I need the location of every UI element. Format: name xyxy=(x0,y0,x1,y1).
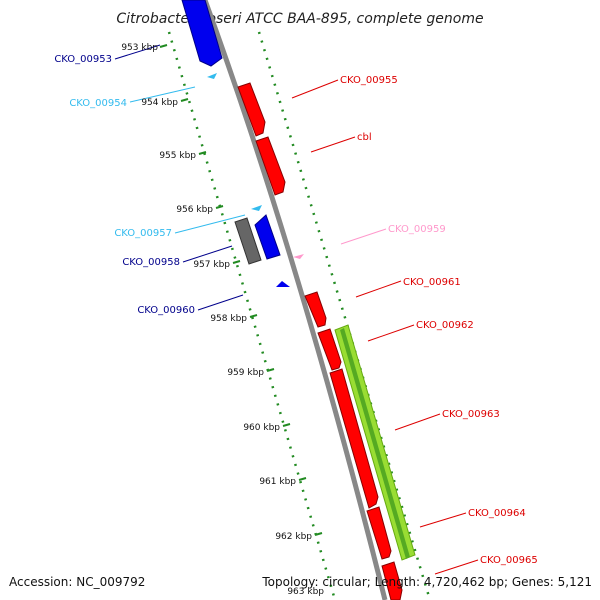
genome-backbone xyxy=(202,0,388,600)
kbp-ticks: 953 kbp 954 kbp 955 kbp 956 kbp 957 kbp … xyxy=(121,43,324,597)
gene-cko-00953-shape[interactable] xyxy=(181,0,223,67)
gene-label-cko-00964[interactable]: CKO_00964 xyxy=(468,508,526,519)
gene-label-cbl[interactable]: cbl xyxy=(357,132,372,143)
gene-label-cko-00953[interactable]: CKO_00953 xyxy=(54,54,112,65)
gene-cko-00954-shape[interactable] xyxy=(207,73,217,79)
gene-cko-00961-shape[interactable] xyxy=(304,291,327,328)
gene-label-cko-00959[interactable]: CKO_00959 xyxy=(388,224,446,235)
tick-label: 953 kbp xyxy=(121,43,158,53)
tick-label: 957 kbp xyxy=(193,260,230,270)
gene-label-cko-00957[interactable]: CKO_00957 xyxy=(114,228,172,239)
gene-cko-00963-shape[interactable] xyxy=(329,368,379,509)
gene-label-cko-00965[interactable]: CKO_00965 xyxy=(480,555,538,566)
gene-label-cko-00954[interactable]: CKO_00954 xyxy=(69,98,127,109)
gene-label-cko-00962[interactable]: CKO_00962 xyxy=(416,320,474,331)
gene-cko-00960-shape[interactable] xyxy=(276,281,290,287)
gene-label-cko-00963[interactable]: CKO_00963 xyxy=(442,409,500,420)
gene-cko-00964-shape[interactable] xyxy=(366,506,392,560)
gene-cko-00959-shape[interactable] xyxy=(293,254,304,259)
right-ring-dots xyxy=(257,31,432,600)
tick-label: 961 kbp xyxy=(259,477,296,487)
tick-label: 956 kbp xyxy=(176,205,213,215)
tick-label: 954 kbp xyxy=(141,98,178,108)
tick-label: 963 kbp xyxy=(287,587,324,597)
accession-text: Accession: NC_009792 xyxy=(9,575,145,589)
gene-cko-00965-shape[interactable] xyxy=(381,561,403,600)
gene-pseudo-shape xyxy=(234,217,262,265)
gene-label-cko-00958[interactable]: CKO_00958 xyxy=(122,257,180,268)
gene-cko-00958-shape[interactable] xyxy=(254,214,281,260)
tick-label: 962 kbp xyxy=(275,532,312,542)
gene-labels: CKO_00953 CKO_00954 CKO_00955 cbl CKO_00… xyxy=(54,54,537,566)
tick-label: 958 kbp xyxy=(210,314,247,324)
tick-label: 960 kbp xyxy=(243,423,280,433)
gene-cbl-shape[interactable] xyxy=(255,136,286,196)
map-title: Citrobacter koseri ATCC BAA-895, complet… xyxy=(116,11,483,27)
gene-cko-00957-shape[interactable] xyxy=(251,205,262,211)
gene-cko-00962-shape[interactable] xyxy=(317,328,342,371)
gene-label-cko-00961[interactable]: CKO_00961 xyxy=(403,277,461,288)
topology-text: Topology: circular; Length: 4,720,462 bp… xyxy=(261,575,592,589)
gene-label-cko-00955[interactable]: CKO_00955 xyxy=(340,75,398,86)
gene-label-cko-00960[interactable]: CKO_00960 xyxy=(137,305,195,316)
tick-label: 955 kbp xyxy=(159,151,196,161)
tick-label: 959 kbp xyxy=(227,368,264,378)
gene-cko-00955-shape[interactable] xyxy=(237,82,266,137)
leader-lines xyxy=(114,44,479,575)
gc-content-bar-inner xyxy=(340,328,410,559)
